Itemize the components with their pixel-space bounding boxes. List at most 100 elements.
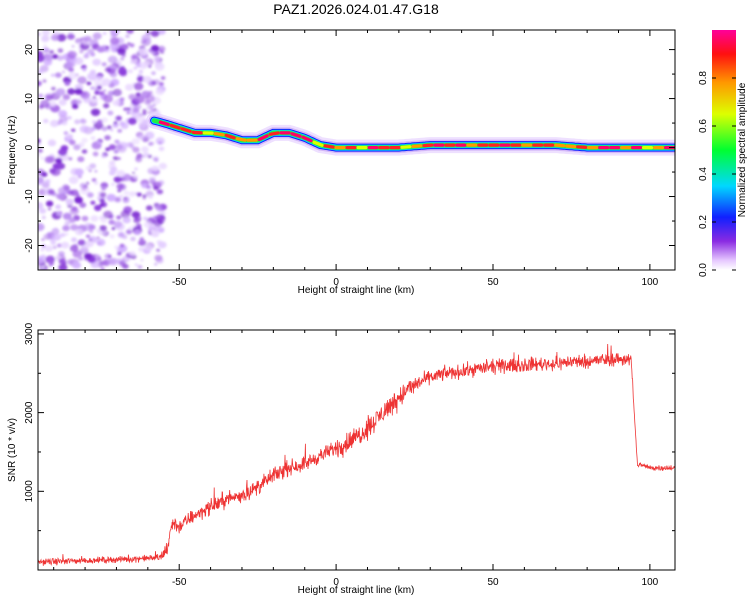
colorbar-gradient bbox=[712, 30, 736, 270]
noise-blob bbox=[138, 69, 143, 74]
noise-blob bbox=[137, 265, 143, 269]
colorbar-ticks: 0.0 0.2 0.4 0.6 0.8 bbox=[698, 71, 736, 277]
noise-blob bbox=[115, 144, 123, 150]
noise-blob bbox=[126, 30, 134, 34]
noise-blob bbox=[39, 208, 47, 214]
noise-blob bbox=[156, 109, 160, 112]
noise-blob bbox=[143, 216, 148, 221]
noise-blob bbox=[158, 146, 165, 152]
noise-blob bbox=[128, 93, 136, 101]
noise-blob bbox=[129, 43, 135, 48]
noise-blob bbox=[44, 53, 54, 62]
noise-blob bbox=[115, 115, 122, 121]
y-tick-label: 10 bbox=[24, 93, 35, 105]
noise-blob bbox=[155, 159, 159, 162]
noise-blob bbox=[103, 103, 110, 109]
noise-blob bbox=[42, 79, 47, 83]
noise-blob bbox=[145, 30, 151, 35]
noise-blob bbox=[151, 71, 156, 76]
noise-blob bbox=[113, 220, 123, 228]
noise-blob bbox=[106, 193, 116, 202]
noise-blob bbox=[77, 76, 87, 84]
noise-blob bbox=[101, 186, 106, 191]
noise-blob bbox=[58, 264, 68, 270]
noise-blob bbox=[138, 247, 145, 252]
noise-blob bbox=[52, 233, 62, 241]
noise-blob bbox=[125, 229, 133, 235]
noise-blob bbox=[40, 265, 45, 269]
noise-blob bbox=[139, 237, 144, 241]
noise-blob bbox=[114, 197, 121, 203]
spectrogram-y-label: Frequency (Hz) bbox=[7, 116, 18, 185]
noise-blob bbox=[159, 82, 164, 86]
noise-blob bbox=[89, 163, 97, 169]
noise-blob bbox=[98, 91, 105, 96]
noise-blob bbox=[90, 108, 101, 117]
noise-blob bbox=[80, 118, 87, 124]
noise-blob bbox=[38, 176, 44, 184]
noise-blob bbox=[41, 215, 46, 220]
noise-blob bbox=[91, 120, 97, 124]
noise-blob bbox=[135, 192, 139, 196]
noise-blob bbox=[49, 119, 59, 128]
noise-blob bbox=[74, 88, 83, 95]
noise-blob bbox=[136, 153, 143, 159]
noise-blob bbox=[43, 118, 49, 124]
noise-blob bbox=[133, 229, 142, 236]
noise-blob bbox=[79, 186, 90, 195]
noise-blob bbox=[65, 133, 74, 140]
noise-blob bbox=[62, 94, 71, 101]
noise-blob bbox=[151, 165, 159, 172]
noise-blob bbox=[138, 48, 148, 56]
noise-blob bbox=[50, 73, 55, 77]
noise-blob bbox=[51, 34, 60, 41]
noise-blob bbox=[94, 90, 100, 95]
noise-blob bbox=[55, 204, 62, 210]
x-tick-label: 50 bbox=[487, 577, 499, 588]
noise-blob bbox=[101, 126, 108, 132]
noise-blob bbox=[99, 198, 105, 203]
noise-blob bbox=[153, 218, 163, 227]
ridge-core-segment bbox=[411, 144, 423, 148]
noise-blob bbox=[54, 72, 62, 78]
colorbar-tick-label: 0.6 bbox=[698, 119, 709, 133]
noise-blob bbox=[65, 198, 74, 205]
noise-blob bbox=[141, 36, 152, 45]
noise-blob bbox=[94, 87, 100, 92]
noise-blob bbox=[62, 184, 69, 190]
noise-blob bbox=[160, 76, 166, 80]
x-tick-label: 100 bbox=[642, 577, 659, 588]
spectrogram-y-ticks: -20 -10 0 10 20 bbox=[24, 44, 675, 271]
noise-blob bbox=[88, 224, 96, 230]
noise-blob bbox=[71, 45, 75, 48]
noise-blob bbox=[85, 234, 91, 238]
noise-blob bbox=[112, 122, 119, 128]
noise-blob bbox=[55, 88, 66, 96]
noise-blob bbox=[38, 55, 45, 63]
noise-blob bbox=[145, 94, 155, 103]
noise-blob bbox=[142, 194, 147, 198]
noise-blob bbox=[108, 144, 117, 151]
ridge-core-segment bbox=[301, 135, 313, 143]
noise-blob bbox=[112, 156, 119, 161]
noise-blob bbox=[92, 96, 97, 99]
noise-blob bbox=[47, 207, 52, 211]
noise-blob bbox=[119, 194, 124, 198]
noise-blob bbox=[56, 55, 64, 61]
noise-blob bbox=[100, 182, 109, 189]
ridge-core-segment bbox=[224, 133, 236, 140]
noise-blob bbox=[136, 63, 141, 68]
colorbar-tick-label: 0.0 bbox=[698, 263, 709, 277]
noise-blob bbox=[110, 128, 114, 132]
noise-blob bbox=[123, 107, 128, 111]
noise-blob bbox=[125, 83, 134, 91]
ridge-core-segment bbox=[268, 131, 280, 136]
noise-blob bbox=[38, 223, 45, 232]
noise-blob bbox=[154, 174, 157, 177]
snr-x-label: Height of straight line (km) bbox=[298, 585, 415, 596]
noise-blob bbox=[67, 116, 72, 120]
y-tick-label: 2000 bbox=[24, 401, 35, 424]
noise-blob bbox=[154, 262, 158, 266]
noise-blob bbox=[117, 48, 126, 56]
ridge-core-segment bbox=[576, 145, 588, 149]
